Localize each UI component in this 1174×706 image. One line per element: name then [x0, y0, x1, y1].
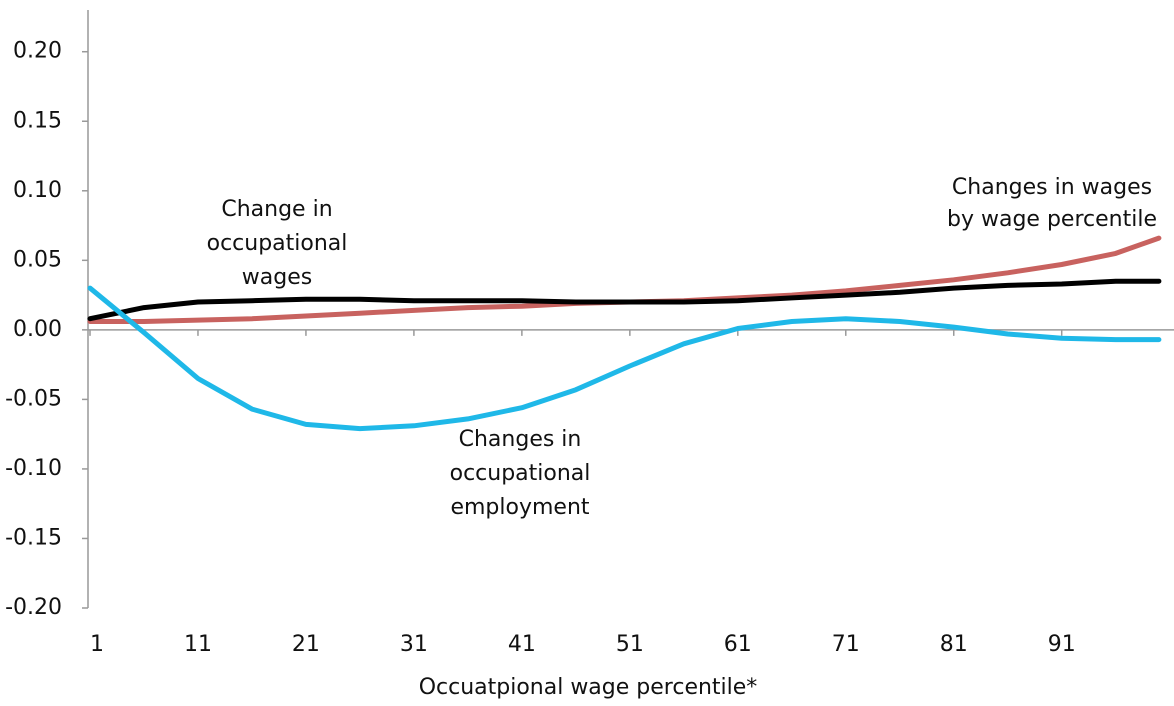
- series-line: [87, 278, 1162, 322]
- x-tick-label: 21: [292, 632, 320, 657]
- annotation: Change in: [221, 197, 332, 222]
- y-tick-label: -0.20: [5, 595, 62, 620]
- y-tick-label: -0.10: [5, 456, 62, 481]
- x-tick-label: 51: [616, 632, 644, 657]
- annotation: occupational: [450, 461, 591, 486]
- x-tick-label: 1: [90, 632, 104, 657]
- annotation: occupational: [207, 231, 348, 256]
- x-tick-label: 81: [940, 632, 968, 657]
- y-tick-label: 0.15: [13, 108, 62, 133]
- annotation: Changes in wages: [952, 175, 1152, 200]
- y-tick-label: -0.05: [5, 386, 62, 411]
- y-tick-label: 0.20: [13, 39, 62, 64]
- x-tick-label: 41: [508, 632, 536, 657]
- annotation: by wage percentile: [947, 207, 1157, 232]
- annotation: Changes in: [459, 427, 582, 452]
- x-tick-label: 61: [724, 632, 752, 657]
- x-tick-label: 31: [400, 632, 428, 657]
- y-tick-label: 0.05: [13, 247, 62, 272]
- annotation: wages: [242, 265, 312, 290]
- x-axis-title: Occuatpional wage percentile*: [419, 675, 758, 700]
- x-tick-label: 71: [832, 632, 860, 657]
- y-tick-label: 0.00: [13, 317, 62, 342]
- annotation: employment: [450, 495, 589, 520]
- series-line: [87, 285, 1162, 432]
- y-tick-label: 0.10: [13, 178, 62, 203]
- x-tick-label: 91: [1048, 632, 1076, 657]
- x-tick-label: 11: [184, 632, 212, 657]
- y-tick-label: -0.15: [5, 525, 62, 550]
